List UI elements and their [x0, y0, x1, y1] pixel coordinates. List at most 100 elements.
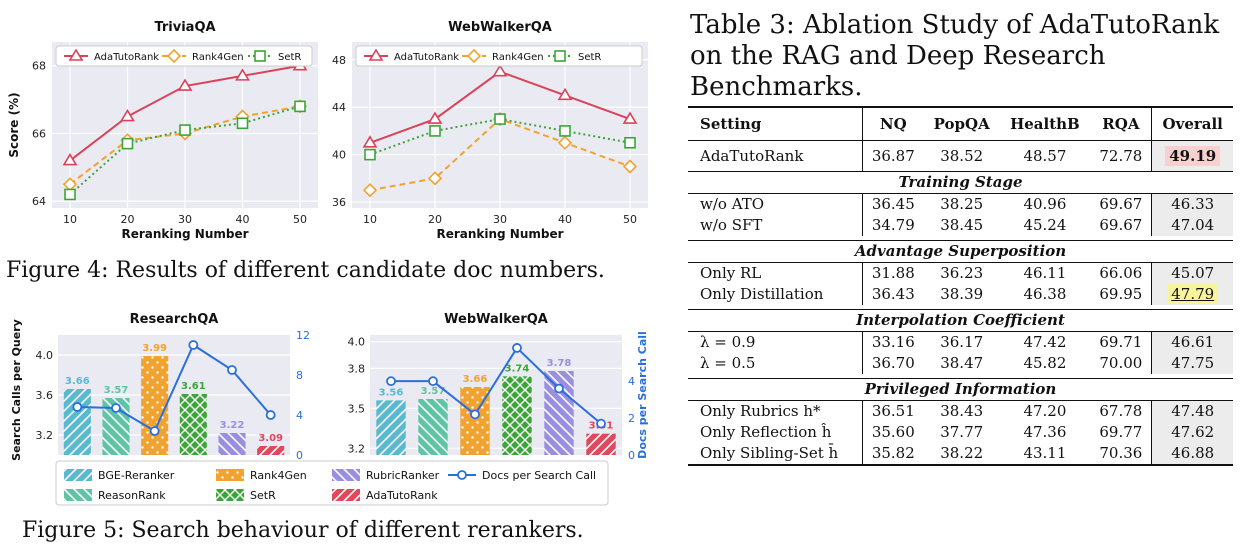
legend-label: SetR [278, 52, 301, 63]
legend-marker [254, 50, 266, 62]
y2-tick-label: 8 [296, 369, 303, 382]
y-tick-label: 44 [332, 101, 346, 114]
table-cell: 46.88 [1151, 443, 1233, 466]
table-cell: 72.78 [1099, 146, 1143, 165]
legend-label: SetR [578, 52, 601, 63]
table-3-title: Table 3: Ablation Study of AdaTutoRank o… [690, 10, 1220, 102]
figure-5-legend: BGE-Reranker Rank4Gen RubricRanker Docs per… [55, 460, 609, 506]
table-section-row: Interpolation Coefficient [688, 309, 1233, 332]
bar-value-label: 3.57 [421, 386, 446, 397]
x-tick-label: 10 [63, 213, 77, 226]
data-point-AdaTutoRank [557, 87, 573, 101]
legend-label: Rank4Gen [192, 52, 244, 63]
table-cell: Overall [1151, 106, 1233, 141]
bar-SetR [179, 394, 207, 455]
docs-point [470, 409, 480, 420]
y-axis-label-right: Docs per Search Call [636, 331, 649, 459]
docs-point [512, 343, 522, 353]
table-cell: 49.19 [1151, 140, 1233, 172]
data-point-SetR [559, 125, 571, 137]
x-tick-label: 20 [121, 213, 135, 226]
y-tick-label: 68 [32, 60, 46, 73]
legend: AdaTutoRank Rank4Gen SetR [355, 45, 643, 67]
table-cell: 38.45 [940, 216, 984, 234]
table-cell: 43.11 [999, 443, 1091, 466]
data-point-SetR [179, 124, 191, 136]
table-cell: 67.78 [1099, 402, 1143, 420]
bar-RubricRanker [218, 433, 246, 455]
legend-label: AdaTutoRank [94, 52, 159, 63]
table-row: Only Reflection ĥ 35.60 37.77 47.36 69.77 47.… [688, 422, 1233, 443]
y-tick-label: 3.5 [348, 402, 366, 415]
legend-swatch [64, 469, 92, 481]
table-cell: 36.70 [861, 353, 924, 374]
table-row: λ = 0.9 33.16 36.17 47.42 69.71 46.61 [688, 331, 1233, 353]
bar-value-label: 3.57 [104, 385, 129, 396]
table-row: AdaTutoRank 36.87 38.52 48.57 72.78 49.19 [688, 140, 1233, 172]
chart-title: WebWalkerQA [444, 312, 548, 327]
x-tick-label: 50 [623, 213, 637, 226]
legend-label: BGE-Reranker [98, 469, 175, 482]
table-cell: 69.71 [1099, 333, 1143, 351]
data-point-SetR [624, 136, 636, 149]
legend-label: AdaTutoRank [366, 489, 438, 502]
y-tick-label: 40 [332, 149, 346, 162]
table-cell: 38.22 [923, 443, 1000, 466]
bar-value-label: 3.74 [505, 363, 530, 374]
table-cell: Only Reflection ĥ [700, 423, 832, 441]
table-cell: 47.48 [1151, 400, 1233, 422]
table-cell: 47.36 [1023, 423, 1067, 441]
table-cell: Setting [688, 106, 863, 141]
y2-tick-label: 4 [296, 409, 303, 422]
data-point-AdaTutoRank [120, 108, 135, 122]
docs-point [428, 376, 438, 387]
table-cell: 31.88 [861, 262, 924, 284]
table-cell: 33.16 [861, 331, 924, 353]
bar-value-label: 3.78 [547, 358, 572, 369]
table-cell: 66.06 [1099, 264, 1143, 282]
y-tick-label: 48 [332, 54, 346, 67]
bar-value-label: 3.66 [463, 374, 488, 385]
table-cell: λ = 0.5 [700, 354, 756, 372]
table-cell: w/o SFT [700, 216, 763, 234]
docs-point [72, 402, 83, 412]
table-cell: 37.77 [940, 423, 984, 441]
data-point-AdaTutoRank [62, 153, 78, 166]
bar-value-label: 3.61 [181, 381, 206, 392]
legend-marker [368, 48, 384, 61]
docs-point [265, 410, 276, 420]
legend-label: RubricRanker [366, 469, 440, 482]
table-cell: 45.07 [1151, 262, 1233, 284]
section-title: Advantage Superposition [688, 240, 1233, 263]
table-row: w/o SFT 34.79 38.45 45.24 69.67 47.04 [688, 215, 1233, 236]
table-cell: 70.36 [1090, 443, 1152, 466]
table-cell: 40.96 [1023, 195, 1067, 213]
table-row: Only Sibling-Set h̄ 35.82 38.22 43.11 70.36 4… [688, 443, 1233, 466]
bar-value-label: 3.56 [379, 387, 404, 398]
legend-label: Docs per Search Call [482, 469, 596, 482]
bar-SetR [502, 376, 532, 455]
chart-title: WebWalkerQA [448, 20, 552, 35]
docs-point [386, 376, 396, 387]
data-point-AdaTutoRank [177, 78, 193, 91]
y-axis-label: Score (%) [7, 92, 21, 157]
table-cell: 47.62 [1151, 422, 1233, 443]
legend-marker [166, 48, 182, 64]
data-point-SetR [64, 188, 76, 201]
x-tick-label: 50 [293, 213, 307, 226]
section-title: Interpolation Coefficient [688, 309, 1233, 332]
docs-point [596, 418, 606, 429]
table-cell: 38.47 [940, 354, 984, 372]
docs-line [77, 343, 272, 433]
x-tick-label: 40 [236, 213, 250, 226]
highlighted-value: 49.19 [1165, 145, 1221, 166]
docs-line [391, 346, 602, 425]
y-tick-label: 4.0 [348, 336, 366, 349]
table-cell: 47.20 [1023, 402, 1067, 420]
table-section-row: Advantage Superposition [688, 240, 1233, 263]
legend-marker [457, 470, 467, 480]
table-cell: 34.79 [861, 215, 924, 236]
y-tick-label: 66 [32, 127, 46, 140]
y2-tick-label: 0 [628, 449, 635, 462]
bar-ReasonRank [418, 399, 448, 455]
